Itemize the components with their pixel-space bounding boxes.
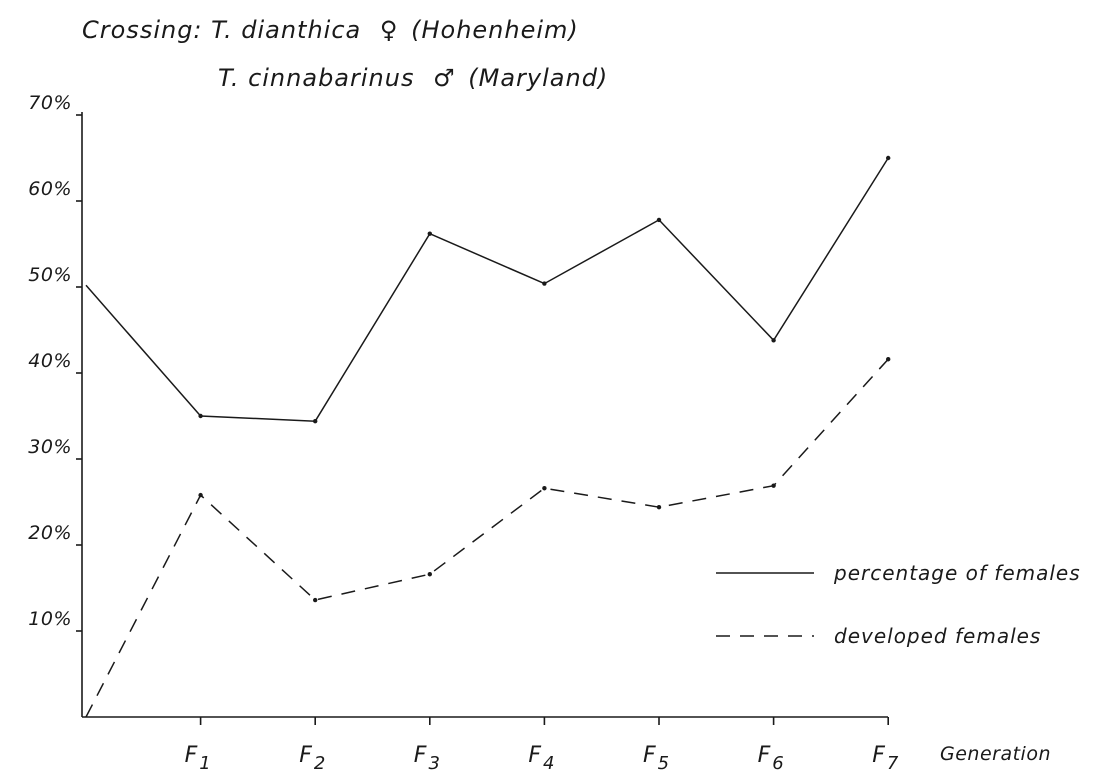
data-point xyxy=(542,281,547,286)
y-tick-label: 70% xyxy=(28,92,72,114)
data-point xyxy=(427,572,432,577)
legend: percentage of females developed females xyxy=(716,561,1081,648)
chart-title: Crossing: T. dianthica ♀ (Hohenheim) xyxy=(82,16,579,44)
y-tick-label: 30% xyxy=(28,436,72,458)
y-tick-label: 40% xyxy=(28,350,72,372)
y-tick-label: 20% xyxy=(28,522,72,544)
y-tick-label: 60% xyxy=(28,178,72,200)
data-point xyxy=(313,418,318,424)
data-point xyxy=(198,413,203,419)
data-point xyxy=(198,492,203,498)
data-point xyxy=(542,486,547,491)
data-point xyxy=(313,597,318,603)
series-line-percentage-females xyxy=(85,157,889,422)
data-point xyxy=(886,155,891,161)
y-tick-label: 10% xyxy=(28,608,72,630)
data-point xyxy=(771,338,776,343)
male-symbol: ♂ xyxy=(433,64,456,92)
data-point xyxy=(771,483,776,488)
legend-label-developed: developed females xyxy=(834,624,1041,648)
data-point xyxy=(656,217,662,223)
chart-subtitle: T. cinnabarinus ♂ (Maryland) xyxy=(218,64,608,92)
series-group xyxy=(85,155,891,718)
series-line-developed-females xyxy=(85,358,889,718)
female-symbol: ♀ xyxy=(380,16,399,44)
y-ticks: 10% 20% 30% 40% 50% 60% 70% xyxy=(28,92,82,632)
x-axis-label: Generation xyxy=(940,743,1051,765)
data-point xyxy=(886,357,891,362)
data-point xyxy=(656,504,662,510)
legend-label-percentage: percentage of females xyxy=(833,561,1081,585)
data-point xyxy=(427,231,432,236)
y-tick-label: 50% xyxy=(28,264,72,286)
